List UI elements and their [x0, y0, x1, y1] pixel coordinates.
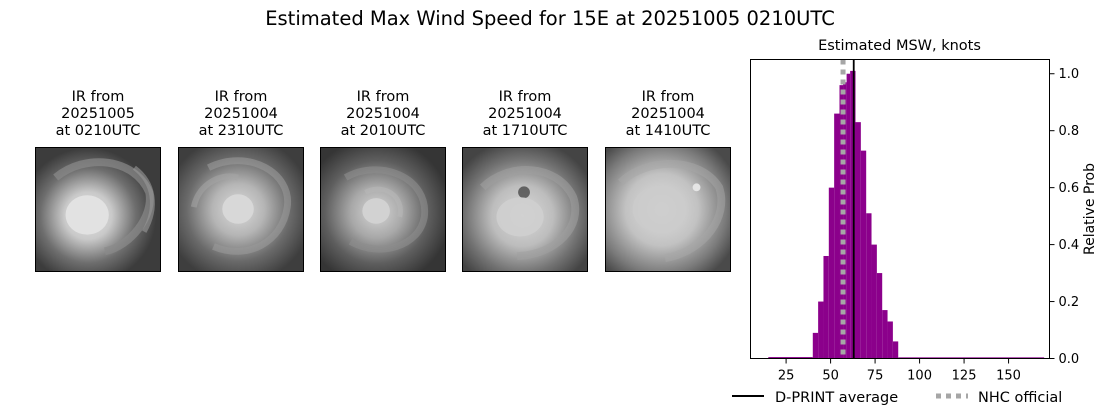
- legend-dprint-label: D-PRINT average: [775, 390, 898, 406]
- plot-frame: [750, 59, 1050, 359]
- ir-caption-line1: IR from: [356, 89, 410, 105]
- ir-caption-line1: IR from: [214, 89, 268, 105]
- y-tick-label: 0.8: [1059, 124, 1080, 139]
- x-tick-label: 125: [952, 369, 977, 384]
- ir-satellite-image: [35, 147, 161, 272]
- figure-title: Estimated Max Wind Speed for 15E at 2025…: [265, 7, 835, 30]
- histogram-bar: [887, 321, 893, 359]
- ir-caption-line1: IR from: [641, 89, 695, 105]
- ir-caption-line2: 20251004: [204, 106, 278, 122]
- histogram-bar: [860, 150, 867, 359]
- histogram-bar: [882, 310, 888, 359]
- y-tick-label: 1.0: [1059, 67, 1080, 82]
- ir-caption-line2: 20251004: [488, 106, 562, 122]
- ir-caption-line3: at 2010UTC: [340, 123, 426, 139]
- x-tick-label: 25: [778, 369, 795, 384]
- histogram-bar: [898, 357, 1045, 359]
- histogram-bar: [818, 301, 824, 359]
- ir-satellite-image: [462, 147, 588, 272]
- ir-caption-line3: at 0210UTC: [55, 123, 141, 139]
- x-tick-label: 100: [907, 369, 932, 384]
- histogram-bar: [855, 122, 861, 359]
- chart-title: Estimated MSW, knots: [818, 38, 981, 54]
- histogram-bar: [871, 244, 877, 359]
- y-tick-label: 0.4: [1059, 238, 1080, 253]
- x-tick-label: 150: [996, 369, 1021, 384]
- y-axis-label: Relative Prob: [1082, 163, 1098, 255]
- histogram-bar: [823, 255, 829, 359]
- ir-caption-line2: 20251005: [61, 106, 135, 122]
- x-tick-label: 50: [822, 369, 839, 384]
- ir-caption-line3: at 1710UTC: [482, 123, 568, 139]
- y-tick-label: 0.0: [1059, 352, 1080, 367]
- histogram-bar: [866, 213, 872, 359]
- ir-satellite-image: [320, 147, 446, 272]
- ir-caption-line2: 20251004: [346, 106, 420, 122]
- histogram-bar: [768, 357, 813, 359]
- x-tick-label: 75: [867, 369, 884, 384]
- histogram-bar: [876, 273, 883, 359]
- ir-satellite-image: [178, 147, 304, 272]
- ir-caption-line1: IR from: [71, 89, 125, 105]
- y-tick-label: 0.2: [1059, 295, 1080, 310]
- histogram-bar: [828, 187, 835, 359]
- legend-nhc-label: NHC official: [978, 390, 1062, 406]
- ir-satellite-image: [605, 147, 731, 272]
- ir-caption-line3: at 1410UTC: [625, 123, 711, 139]
- ir-caption-line2: 20251004: [631, 106, 705, 122]
- ir-caption-line3: at 2310UTC: [198, 123, 284, 139]
- histogram-bar: [812, 332, 819, 359]
- histogram-bar: [834, 113, 840, 359]
- histogram-bar: [846, 73, 851, 359]
- y-tick-label: 0.6: [1059, 181, 1080, 196]
- histogram-bar: [892, 341, 899, 359]
- ir-caption-line1: IR from: [498, 89, 552, 105]
